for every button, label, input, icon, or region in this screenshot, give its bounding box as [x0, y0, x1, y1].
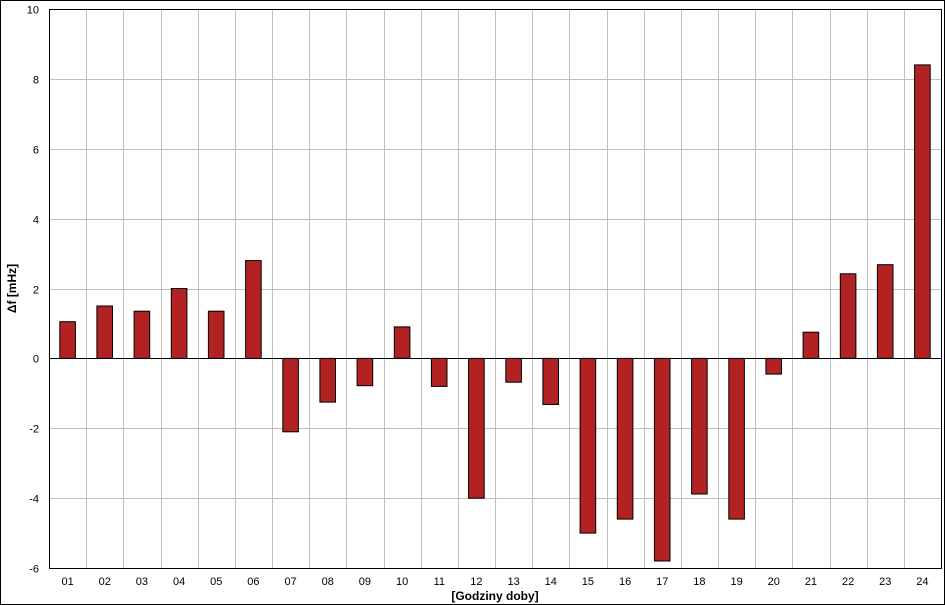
bar-12	[468, 357, 485, 499]
y-tick-label: 10	[27, 5, 39, 17]
x-axis-title: [Godziny doby]	[451, 589, 538, 603]
x-tick-label: 21	[805, 576, 817, 588]
bar-17	[653, 357, 671, 562]
bar-04	[170, 288, 188, 359]
bar-01	[59, 321, 76, 359]
bar-03	[133, 310, 151, 359]
bar-14	[542, 357, 560, 405]
x-tick-label: 01	[61, 576, 73, 588]
bar-19	[728, 357, 745, 520]
y-tick-label: 0	[33, 354, 39, 366]
bar-10	[393, 326, 411, 359]
x-tick-label: 09	[359, 576, 371, 588]
bar-06	[245, 260, 262, 359]
y-tick-label: 2	[33, 285, 39, 297]
bar-05	[207, 310, 225, 359]
x-tick-label: 14	[545, 576, 557, 588]
bar-11	[430, 357, 448, 387]
y-axis-title: Δf [mHz]	[5, 264, 19, 313]
bar-18	[691, 357, 708, 495]
grid-layer	[49, 9, 941, 569]
x-tick-label: 07	[284, 576, 296, 588]
bar-21	[802, 331, 820, 359]
bar-23	[876, 264, 894, 359]
x-tick-label: 08	[322, 576, 334, 588]
y-tick-labels: -6 -4 -2 0 2 4 6 8 10	[27, 5, 39, 576]
x-tick-label: 04	[173, 576, 185, 588]
bar-15	[579, 357, 597, 534]
x-tick-label: 24	[916, 576, 928, 588]
plot-area-border	[49, 9, 942, 569]
x-tick-label: 13	[507, 576, 519, 588]
x-tick-label: 03	[136, 576, 148, 588]
y-tick-label: -6	[29, 564, 39, 576]
x-tick-label: 18	[693, 576, 705, 588]
x-tick-label: 15	[582, 576, 594, 588]
x-tick-label: 02	[99, 576, 111, 588]
x-tick-label: 05	[210, 576, 222, 588]
bar-layer	[49, 64, 941, 562]
x-tick-label: 20	[768, 576, 780, 588]
x-tick-label: 19	[730, 576, 742, 588]
bar-09	[356, 357, 374, 387]
x-tick-labels: 01 02 03 04 05 06 07 08 09 10 11 12 13 14 15 16 17 18 19 20…	[61, 576, 928, 588]
x-tick-label: 10	[396, 576, 408, 588]
x-tick-label: 12	[470, 576, 482, 588]
bar-20	[765, 357, 783, 375]
y-tick-label: 4	[33, 215, 39, 227]
bar-24	[914, 64, 931, 359]
x-tick-label: 06	[247, 576, 259, 588]
y-tick-label: 8	[33, 75, 39, 87]
x-tick-label: 17	[656, 576, 668, 588]
x-tick-label: 23	[879, 576, 891, 588]
y-tick-label: 6	[33, 145, 39, 157]
x-tick-label: 22	[842, 576, 854, 588]
bar-02	[96, 305, 114, 359]
y-tick-label: -2	[29, 424, 39, 436]
bar-07	[282, 357, 299, 433]
bar-13	[505, 357, 522, 383]
y-tick-label: -4	[29, 494, 39, 506]
bar-22	[839, 273, 857, 359]
x-tick-label: 16	[619, 576, 631, 588]
bar-08	[319, 357, 336, 403]
bar-16	[616, 357, 634, 520]
x-tick-label: 11	[434, 576, 445, 588]
